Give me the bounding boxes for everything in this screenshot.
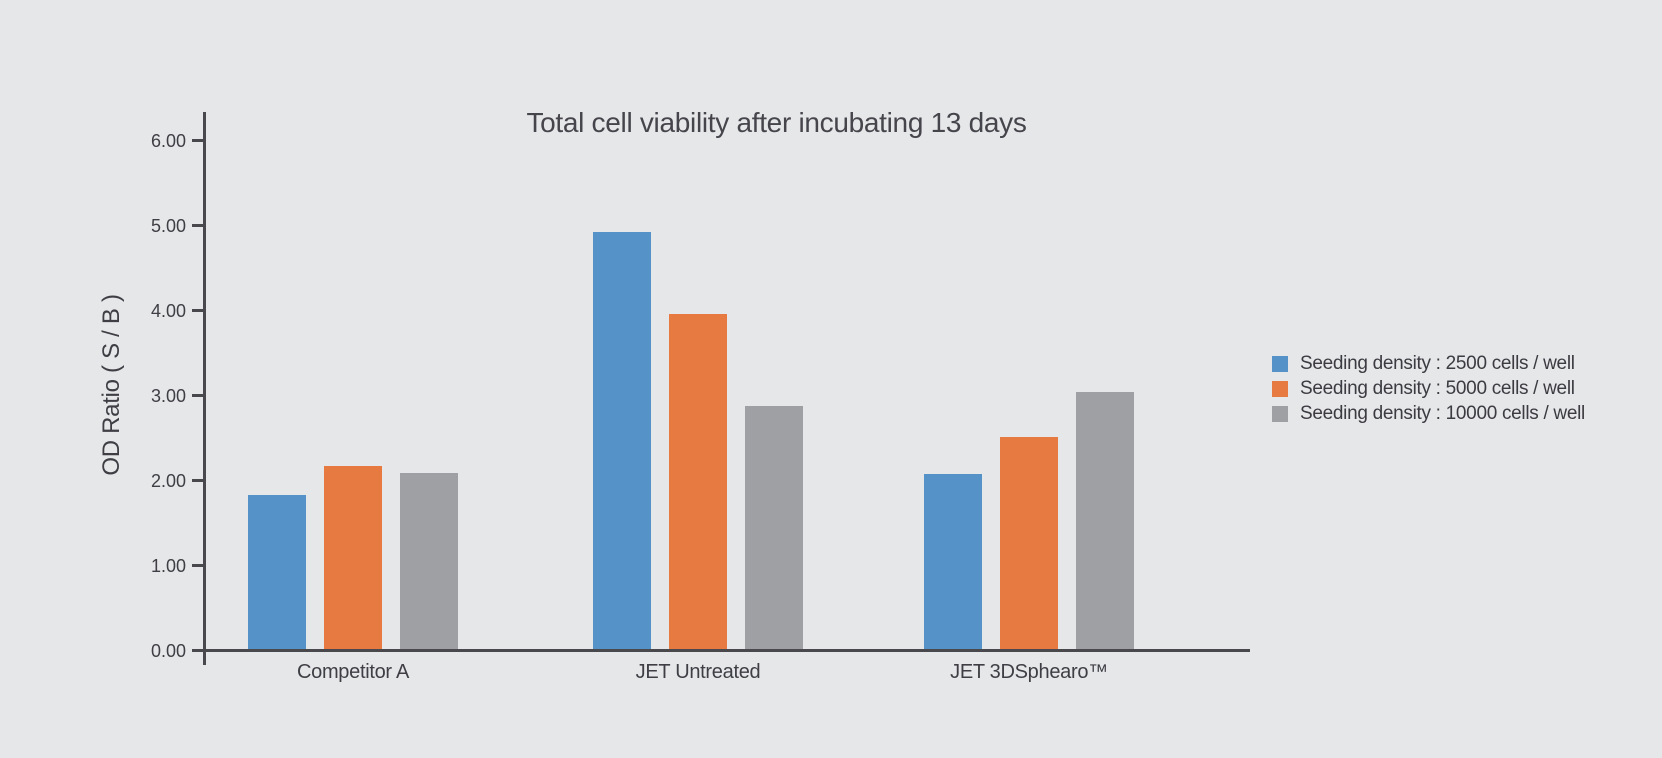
x-category-label: JET 3DSphearo™ (950, 661, 1108, 683)
y-tick-label: 5.00 (150, 216, 186, 236)
legend-label: Seeding density : 5000 cells / well (1300, 378, 1575, 399)
x-category-label: Competitor A (296, 661, 409, 683)
y-axis-line (203, 112, 206, 665)
y-tick-label: 3.00 (150, 386, 186, 406)
y-tick-mark (192, 139, 204, 142)
chart-title: Total cell viability after incubating 13… (526, 107, 1027, 138)
bar-series1-cat1 (248, 495, 306, 651)
y-tick-mark (192, 479, 204, 482)
bar-series1-cat2 (593, 232, 651, 651)
legend-item: Seeding density : 10000 cells / well (1272, 402, 1585, 426)
y-tick-mark (192, 564, 204, 567)
bar-series1-cat3 (924, 474, 982, 651)
y-tick-label: 4.00 (150, 301, 186, 321)
legend-item: Seeding density : 5000 cells / well (1272, 377, 1585, 401)
legend: Seeding density : 2500 cells / well Seedi… (1272, 352, 1585, 427)
legend-label: Seeding density : 10000 cells / well (1300, 403, 1585, 424)
y-tick-label: 6.00 (150, 131, 186, 151)
legend-swatch (1272, 381, 1288, 397)
x-axis-line (196, 649, 1250, 652)
x-category-label: JET Untreated (635, 661, 761, 683)
legend-swatch (1272, 356, 1288, 372)
bar-series2-cat2 (669, 314, 727, 651)
bar-series3-cat3 (1076, 392, 1134, 651)
legend-label: Seeding density : 2500 cells / well (1300, 353, 1575, 374)
bar-series3-cat2 (745, 406, 803, 651)
bar-series2-cat1 (324, 466, 382, 651)
y-tick-label: 0.00 (150, 641, 186, 661)
y-tick-label: 1.00 (150, 556, 186, 576)
y-tick-label: 2.00 (150, 471, 186, 491)
y-tick-mark (192, 394, 204, 397)
bar-series3-cat1 (400, 473, 458, 651)
legend-item: Seeding density : 2500 cells / well (1272, 352, 1585, 376)
legend-swatch (1272, 406, 1288, 422)
y-tick-mark (192, 309, 204, 312)
bar-series2-cat3 (1000, 437, 1058, 651)
y-tick-mark (192, 224, 204, 227)
